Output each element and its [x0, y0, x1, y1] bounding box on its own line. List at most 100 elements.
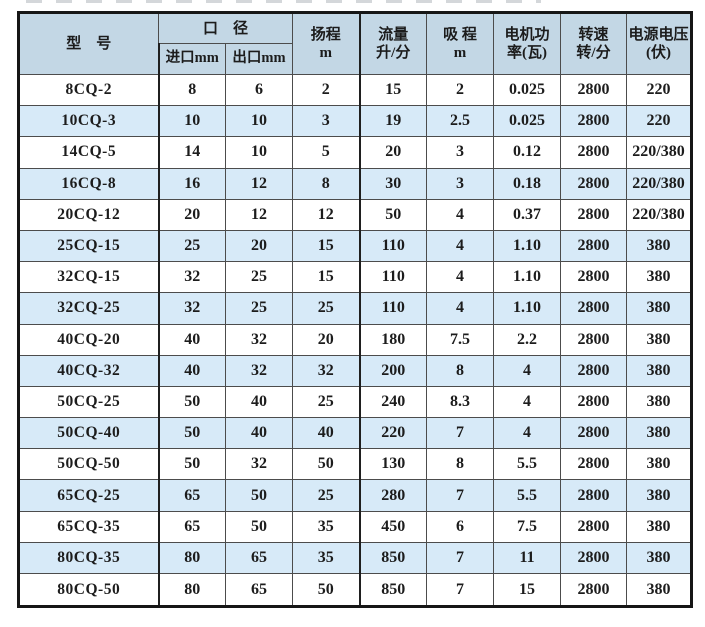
table-row: 80CQ-50 80 65 50 850 7 15 2800 380 [18, 573, 692, 607]
cell-model: 65CQ-35 [18, 510, 159, 543]
cell-speed: 2800 [560, 510, 628, 543]
cell-outlet: 25 [224, 261, 294, 294]
cell-speed: 2800 [560, 261, 628, 294]
cell-flow: 50 [358, 198, 428, 231]
table-row: 25CQ-15 25 20 15 110 4 1.10 2800 380 [18, 229, 692, 263]
cell-outlet: 32 [224, 448, 294, 481]
cell-suction: 2 [426, 73, 495, 107]
cell-head: 20 [292, 323, 361, 356]
header-inlet: 进口mm [157, 43, 226, 75]
cell-inlet: 14 [157, 136, 226, 169]
header-power-line2: 率(瓦) [507, 45, 548, 61]
cell-speed: 2800 [560, 417, 628, 450]
cell-outlet: 6 [224, 73, 294, 107]
table-row: 32CQ-25 32 25 25 110 4 1.10 2800 380 [18, 292, 692, 325]
cell-power: 5.5 [493, 448, 562, 481]
cell-speed: 2800 [560, 198, 628, 231]
cell-head: 3 [292, 105, 361, 138]
cell-speed: 2800 [560, 354, 628, 387]
header-flow-line2: 升/分 [376, 45, 411, 61]
table-row: 50CQ-25 50 40 25 240 8.3 4 2800 380 [18, 385, 692, 419]
cell-model: 50CQ-50 [18, 448, 159, 481]
table-row: 80CQ-35 80 65 35 850 7 11 2800 380 [18, 541, 692, 575]
cell-suction: 8 [426, 448, 495, 481]
cell-model: 8CQ-2 [18, 73, 159, 107]
cell-flow: 15 [358, 73, 428, 107]
cell-suction: 7 [426, 573, 495, 607]
cell-flow: 30 [358, 167, 428, 200]
header-suction-line1: 吸 程 [443, 27, 477, 43]
cell-voltage: 380 [626, 385, 692, 419]
table-header: 型 号 口 径 扬程 m 流量 升/分 吸 程 m 电机功 率(瓦) [18, 12, 692, 75]
header-flow: 流量 升/分 [358, 12, 428, 75]
table-row: 40CQ-32 40 32 32 200 8 4 2800 380 [18, 354, 692, 387]
header-speed-line2: 转/分 [576, 45, 611, 61]
header-power: 电机功 率(瓦) [493, 12, 562, 75]
cell-head: 50 [292, 573, 361, 607]
cell-voltage: 380 [626, 573, 692, 607]
cell-head: 25 [292, 385, 361, 419]
table-row: 32CQ-15 32 25 15 110 4 1.10 2800 380 [18, 261, 692, 294]
table-row: 65CQ-35 65 50 35 450 6 7.5 2800 380 [18, 510, 692, 543]
cell-head: 12 [292, 198, 361, 231]
cell-flow: 450 [358, 510, 428, 543]
cell-model: 16CQ-8 [18, 167, 159, 200]
cell-suction: 7 [426, 541, 495, 575]
header-voltage: 电源电压 (伏) [626, 12, 692, 75]
cell-speed: 2800 [560, 448, 628, 481]
pump-spec-table: 型 号 口 径 扬程 m 流量 升/分 吸 程 m 电机功 率(瓦) [17, 11, 693, 608]
table-row: 16CQ-8 16 12 8 30 3 0.18 2800 220/380 [18, 167, 692, 200]
table-row: 14CQ-5 14 10 5 20 3 0.12 2800 220/380 [18, 136, 692, 169]
cell-power: 2.2 [493, 323, 562, 356]
cell-model: 80CQ-50 [18, 573, 159, 607]
cell-outlet: 50 [224, 510, 294, 543]
cell-outlet: 12 [224, 198, 294, 231]
table-row: 50CQ-40 50 40 40 220 7 4 2800 380 [18, 417, 692, 450]
cell-outlet: 65 [224, 573, 294, 607]
header-model: 型 号 [18, 12, 159, 75]
cell-model: 50CQ-25 [18, 385, 159, 419]
cell-model: 80CQ-35 [18, 541, 159, 575]
cell-head: 15 [292, 261, 361, 294]
cell-head: 15 [292, 229, 361, 263]
header-flow-line1: 流量 [378, 27, 409, 43]
cell-outlet: 32 [224, 323, 294, 356]
cell-power: 1.10 [493, 261, 562, 294]
cell-power: 0.025 [493, 105, 562, 138]
cell-suction: 7 [426, 479, 495, 512]
cell-speed: 2800 [560, 573, 628, 607]
table-row: 65CQ-25 65 50 25 280 7 5.5 2800 380 [18, 479, 692, 512]
cell-suction: 7 [426, 417, 495, 450]
table-row: 50CQ-50 50 32 50 130 8 5.5 2800 380 [18, 448, 692, 481]
table-row: 10CQ-3 10 10 3 19 2.5 0.025 2800 220 [18, 105, 692, 138]
cell-head: 2 [292, 73, 361, 107]
cell-voltage: 220/380 [626, 136, 692, 169]
cell-voltage: 380 [626, 292, 692, 325]
cell-voltage: 220/380 [626, 167, 692, 200]
cell-voltage: 380 [626, 448, 692, 481]
cell-power: 4 [493, 354, 562, 387]
cell-inlet: 8 [157, 73, 226, 107]
cell-flow: 110 [358, 261, 428, 294]
cell-speed: 2800 [560, 479, 628, 512]
cell-voltage: 220 [626, 73, 692, 107]
cell-outlet: 40 [224, 417, 294, 450]
cell-power: 5.5 [493, 479, 562, 512]
cell-flow: 19 [358, 105, 428, 138]
cell-inlet: 20 [157, 198, 226, 231]
cell-flow: 180 [358, 323, 428, 356]
cell-inlet: 50 [157, 448, 226, 481]
cell-inlet: 25 [157, 229, 226, 263]
cell-inlet: 80 [157, 541, 226, 575]
cell-flow: 110 [358, 292, 428, 325]
cell-inlet: 40 [157, 323, 226, 356]
cell-inlet: 10 [157, 105, 226, 138]
cell-flow: 200 [358, 354, 428, 387]
cell-power: 0.18 [493, 167, 562, 200]
cell-voltage: 380 [626, 479, 692, 512]
cell-suction: 6 [426, 510, 495, 543]
cell-model: 40CQ-20 [18, 323, 159, 356]
header-voltage-line1: 电源电压 [628, 27, 689, 43]
cell-speed: 2800 [560, 167, 628, 200]
cell-power: 4 [493, 417, 562, 450]
